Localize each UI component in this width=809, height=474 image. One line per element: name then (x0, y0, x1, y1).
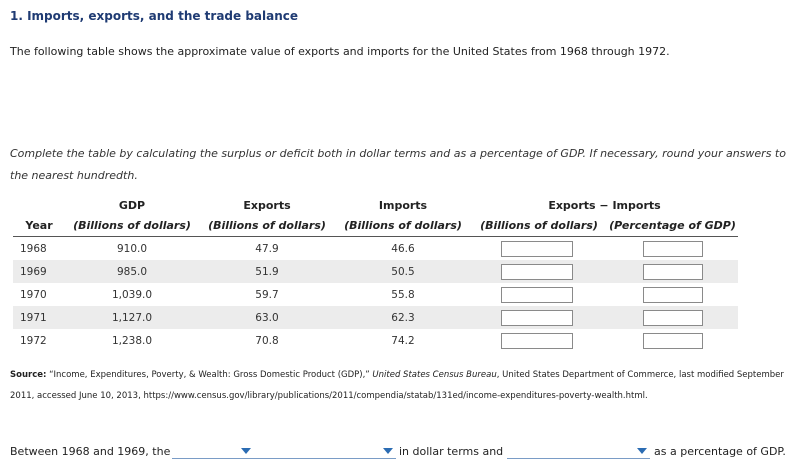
header-gdp-unit: (Billions of dollars) (65, 216, 199, 237)
header-imports: Imports (378, 199, 428, 212)
imports-cell: 62.3 (335, 306, 471, 329)
instructions-text: Complete the table by calculating the su… (10, 147, 786, 182)
balance-pct-input[interactable] (642, 240, 703, 257)
balance-input[interactable] (501, 286, 573, 303)
table-row: 1970 1,039.0 59.7 55.8 (13, 283, 738, 306)
intro-text: The following table shows the approximat… (10, 45, 670, 58)
header-balance-pct-unit: (Percentage of GDP) (607, 216, 738, 237)
exports-cell: 51.9 (199, 260, 335, 283)
table-row: 1972 1,238.0 70.8 74.2 (13, 329, 738, 352)
balance-pct-input[interactable] (642, 263, 703, 280)
imports-cell: 55.8 (391, 288, 415, 301)
year-cell: 1969 (13, 260, 65, 283)
exports-cell: 63.0 (199, 306, 335, 329)
header-imports-unit: (Billions of dollars) (335, 216, 471, 237)
header-gdp: GDP (118, 199, 146, 212)
source-label: Source: (10, 370, 47, 380)
balance-pct-input[interactable] (642, 286, 703, 303)
imports-cell: 74.2 (391, 334, 415, 347)
balance-input[interactable] (501, 332, 573, 349)
exports-cell: 59.7 (255, 288, 279, 301)
chevron-down-icon (241, 448, 251, 454)
gdp-cell: 985.0 (65, 260, 199, 283)
gdp-cell: 1,238.0 (111, 334, 153, 347)
balance-input[interactable] (501, 309, 573, 326)
year-cell: 1971 (13, 306, 65, 329)
gdp-cell: 1,039.0 (111, 288, 153, 301)
balance-pct-input[interactable] (642, 332, 703, 349)
dropdown-2[interactable] (251, 443, 396, 459)
source-note: Source: “Income, Expenditures, Poverty, … (10, 365, 800, 407)
header-balance: Exports − Imports (548, 199, 661, 212)
answer-sentence: Between 1968 and 1969, the in dollar ter… (10, 443, 809, 461)
exports-cell: 70.8 (255, 334, 279, 347)
year-cell: 1972 (20, 334, 47, 347)
gdp-cell: 1,127.0 (65, 306, 199, 329)
sentence-part3: as a percentage of GDP. (654, 445, 786, 458)
dropdown-3[interactable] (507, 443, 650, 459)
balance-input[interactable] (501, 263, 573, 280)
source-publication: United States Census Bureau (372, 370, 497, 380)
year-cell: 1968 (20, 242, 47, 255)
table-row: 1969 985.0 51.9 50.5 (13, 260, 738, 283)
header-year-spacer (13, 196, 65, 216)
imports-cell: 50.5 (335, 260, 471, 283)
gdp-cell: 910.0 (116, 242, 148, 255)
question-title: 1. Imports, exports, and the trade balan… (10, 9, 299, 23)
chevron-down-icon (383, 448, 393, 454)
sentence-part2: in dollar terms and (399, 445, 504, 458)
header-exports-unit: (Billions of dollars) (199, 216, 335, 237)
balance-input[interactable] (501, 240, 573, 257)
table-row: 1971 1,127.0 63.0 62.3 (13, 306, 738, 329)
table-row: 1968 910.0 47.9 46.6 (13, 237, 738, 261)
dropdown-1[interactable] (172, 443, 254, 459)
header-balance-unit: (Billions of dollars) (471, 216, 607, 237)
balance-pct-input[interactable] (642, 309, 703, 326)
year-cell: 1970 (20, 288, 47, 301)
header-year: Year (13, 216, 65, 237)
source-text: “Income, Expenditures, Poverty, & Wealth… (46, 370, 373, 380)
source-text-after: , United States Department of Commerce, … (10, 370, 784, 401)
trade-table: GDP Exports Imports Exports − Imports Ye… (13, 196, 738, 352)
imports-cell: 46.6 (391, 242, 415, 255)
chevron-down-icon (637, 448, 647, 454)
header-exports: Exports (243, 199, 291, 212)
sentence-part1: Between 1968 and 1969, the (10, 445, 171, 458)
exports-cell: 47.9 (255, 242, 279, 255)
